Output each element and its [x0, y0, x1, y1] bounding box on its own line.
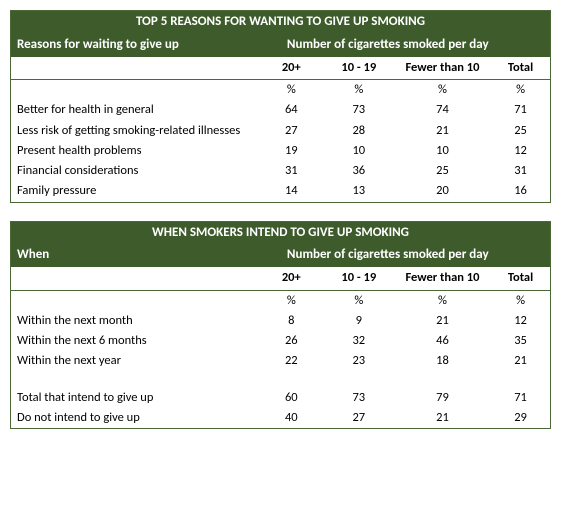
col-head: 10 - 19 [324, 57, 394, 80]
pct-label: % [394, 290, 491, 311]
cell: 25 [491, 121, 550, 141]
cell: 23 [324, 351, 394, 371]
table-header-title: WHEN SMOKERS INTEND TO GIVE UP SMOKING [11, 221, 551, 244]
pct-label: % [259, 80, 324, 101]
cell: 32 [324, 331, 394, 351]
row-label: Within the next month [11, 311, 259, 331]
row-label: Do not intend to give up [11, 408, 259, 429]
left-sub: When [11, 244, 259, 267]
cell: 13 [324, 181, 394, 202]
cell: 26 [259, 331, 324, 351]
row-label: Family pressure [11, 181, 259, 202]
cell: 19 [259, 141, 324, 161]
cell: 25 [394, 161, 491, 181]
table-header-sub: Reasons for waiting to give up Number of… [11, 34, 551, 57]
col-head: Fewer than 10 [394, 57, 491, 80]
pct-label: % [324, 80, 394, 101]
pct-row: % % % % [11, 290, 551, 311]
cell: 71 [491, 100, 550, 120]
pct-label: % [491, 80, 550, 101]
cell: 21 [394, 311, 491, 331]
cell: 21 [394, 121, 491, 141]
col-head: Total [491, 267, 550, 290]
cell: 31 [491, 161, 550, 181]
cell: 10 [394, 141, 491, 161]
col-head: Total [491, 57, 550, 80]
pct-label: % [259, 290, 324, 311]
cell: 12 [491, 311, 550, 331]
pct-label: % [324, 290, 394, 311]
cell: 22 [259, 351, 324, 371]
cell: 36 [324, 161, 394, 181]
cell: 74 [394, 100, 491, 120]
row-label: Within the next year [11, 351, 259, 371]
right-sub: Number of cigarettes smoked per day [259, 34, 551, 57]
table-row: Within the next month 8 9 21 12 [11, 311, 551, 331]
cell: 16 [491, 181, 550, 202]
table-row: Better for health in general 64 73 74 71 [11, 100, 551, 120]
pct-blank [11, 80, 259, 101]
pct-label: % [491, 290, 550, 311]
cell: 35 [491, 331, 550, 351]
row-label: Within the next 6 months [11, 331, 259, 351]
col-blank [11, 57, 259, 80]
table-title: WHEN SMOKERS INTEND TO GIVE UP SMOKING [11, 221, 551, 244]
table-row: Present health problems 19 10 10 12 [11, 141, 551, 161]
cell: 40 [259, 408, 324, 429]
col-head: 10 - 19 [324, 267, 394, 290]
table-row: Financial considerations 31 36 25 31 [11, 161, 551, 181]
cell: 12 [491, 141, 550, 161]
left-sub: Reasons for waiting to give up [11, 34, 259, 57]
cell: 21 [394, 408, 491, 429]
cell: 9 [324, 311, 394, 331]
cell: 27 [259, 121, 324, 141]
table-title: TOP 5 REASONS FOR WANTING TO GIVE UP SMO… [11, 11, 551, 34]
row-label: Financial considerations [11, 161, 259, 181]
pct-row: % % % % [11, 80, 551, 101]
cell: 71 [491, 388, 550, 408]
reasons-table: TOP 5 REASONS FOR WANTING TO GIVE UP SMO… [10, 10, 551, 203]
cell: 60 [259, 388, 324, 408]
table-row: Within the next year 22 23 18 21 [11, 351, 551, 371]
table-header-title: TOP 5 REASONS FOR WANTING TO GIVE UP SMO… [11, 11, 551, 34]
table-row: Within the next 6 months 26 32 46 35 [11, 331, 551, 351]
pct-blank [11, 290, 259, 311]
cell: 73 [324, 100, 394, 120]
col-head: 20+ [259, 57, 324, 80]
cell: 21 [491, 351, 550, 371]
table-header-sub: When Number of cigarettes smoked per day [11, 244, 551, 267]
table-row: Do not intend to give up 40 27 21 29 [11, 408, 551, 429]
intend-table: WHEN SMOKERS INTEND TO GIVE UP SMOKING W… [10, 221, 551, 430]
cell: 64 [259, 100, 324, 120]
cell: 79 [394, 388, 491, 408]
table-col-heads: 20+ 10 - 19 Fewer than 10 Total [11, 57, 551, 80]
cell: 29 [491, 408, 550, 429]
col-blank [11, 267, 259, 290]
cell: 20 [394, 181, 491, 202]
cell: 18 [394, 351, 491, 371]
cell: 73 [324, 388, 394, 408]
cell: 27 [324, 408, 394, 429]
row-label: Better for health in general [11, 100, 259, 120]
cell: 31 [259, 161, 324, 181]
row-label: Less risk of getting smoking-related ill… [11, 121, 259, 141]
table-row: Family pressure 14 13 20 16 [11, 181, 551, 202]
pct-label: % [394, 80, 491, 101]
table-row: Less risk of getting smoking-related ill… [11, 121, 551, 141]
cell: 8 [259, 311, 324, 331]
cell: 46 [394, 331, 491, 351]
row-label: Total that intend to give up [11, 388, 259, 408]
cell: 28 [324, 121, 394, 141]
table-row: Total that intend to give up 60 73 79 71 [11, 388, 551, 408]
col-head: Fewer than 10 [394, 267, 491, 290]
spacer-row [11, 372, 551, 388]
cell: 10 [324, 141, 394, 161]
row-label: Present health problems [11, 141, 259, 161]
right-sub: Number of cigarettes smoked per day [259, 244, 551, 267]
table-col-heads: 20+ 10 - 19 Fewer than 10 Total [11, 267, 551, 290]
col-head: 20+ [259, 267, 324, 290]
cell: 14 [259, 181, 324, 202]
